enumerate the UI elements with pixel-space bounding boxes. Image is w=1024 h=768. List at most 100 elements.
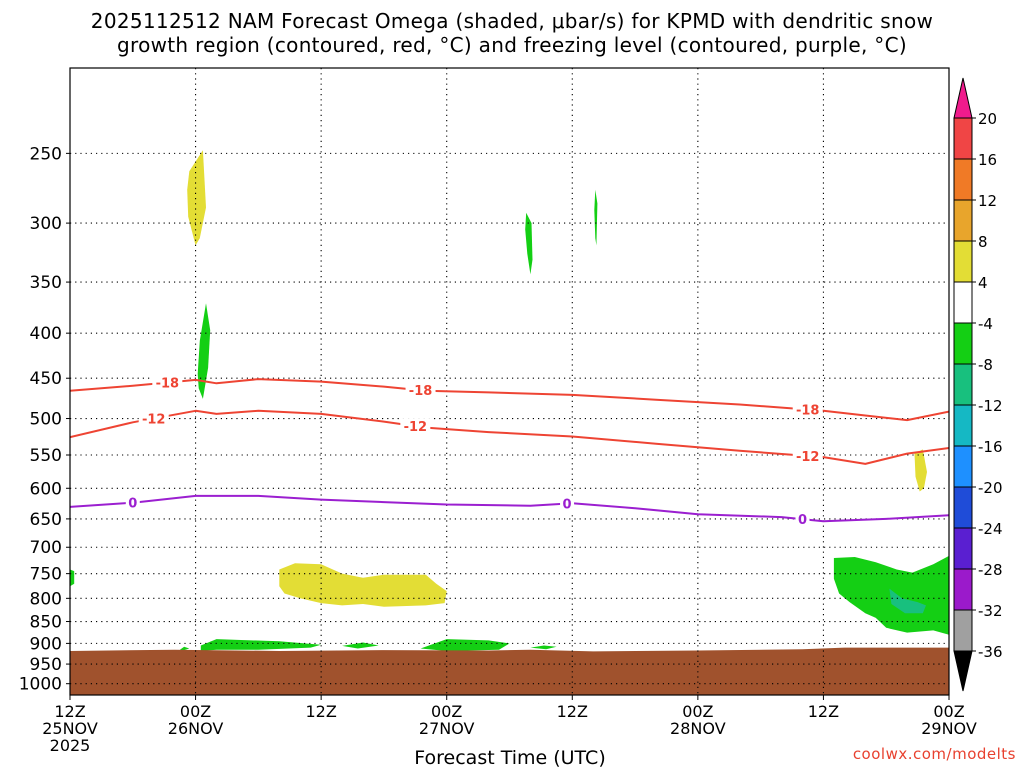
omega-region-0 xyxy=(187,150,206,246)
x-tick-label-36-0: 00Z xyxy=(431,702,462,721)
colorbar-bottom-arrow xyxy=(953,650,973,692)
colorbar-box-3 xyxy=(953,199,973,242)
contour-label-1-2: -12 xyxy=(796,450,820,465)
omega-shading xyxy=(70,150,949,651)
colorbar-box-6 xyxy=(953,322,973,365)
contour-line-minus12 xyxy=(70,409,949,465)
contour-label-1-0: -12 xyxy=(142,412,166,427)
contour-label-0-2: -18 xyxy=(796,404,820,419)
x-tick-label-0-0: 12Z xyxy=(54,702,85,721)
omega-region-8 xyxy=(200,639,322,651)
colorbar-box-9 xyxy=(953,445,973,488)
contour-label-bg xyxy=(792,401,823,418)
contour-label-0-0: -18 xyxy=(156,377,180,392)
y-tick-label-400: 400 xyxy=(30,324,62,344)
colorbar: 20 16 12 8 4 -4 -8 -12 -16 -20 -24 -28 -32 -36 xyxy=(953,77,1003,692)
temperature-contours: -18 -18 -18 -12 -12 -12 0 0 0 xyxy=(70,374,949,528)
contour-label-bg xyxy=(125,494,140,511)
y-tick-label-650: 650 xyxy=(30,510,62,530)
colorbar-box-2 xyxy=(953,158,973,201)
terrain-fill xyxy=(70,647,949,695)
y-axis-ticks: 2503003504004505005506006507007508008509… xyxy=(19,144,70,695)
y-tick-label-1000: 1000 xyxy=(19,675,62,695)
colorbar-label-9: -20 xyxy=(978,479,1003,497)
omega-region-2 xyxy=(525,212,533,275)
colorbar-label-0: 20 xyxy=(978,110,997,128)
y-tick-label-750: 750 xyxy=(30,565,62,585)
contour-label-bg xyxy=(138,410,169,427)
omega-region-1 xyxy=(197,303,211,399)
colorbar-box-8 xyxy=(953,404,973,447)
colorbar-box-7 xyxy=(953,363,973,406)
contour-label-2-2: 0 xyxy=(798,513,807,528)
colorbar-box-10 xyxy=(953,486,973,529)
colorbar-label-11: -28 xyxy=(978,561,1003,579)
contour-line-minus18 xyxy=(70,378,949,422)
source-credit: coolwx.com/modelts xyxy=(852,745,1016,763)
x-tick-label-84-0: 00Z xyxy=(933,702,964,721)
colorbar-label-5: -4 xyxy=(978,315,993,333)
colorbar-label-4: 4 xyxy=(978,274,988,292)
omega-region-4 xyxy=(279,563,447,607)
contour-label-1-1: -12 xyxy=(404,420,428,435)
colorbar-box-5 xyxy=(953,281,973,324)
plot-area xyxy=(70,68,949,695)
omega-region-5 xyxy=(914,449,927,492)
colorbar-label-2: 12 xyxy=(978,192,997,210)
x-tick-label-60-1: 28NOV xyxy=(670,719,726,738)
y-tick-label-850: 850 xyxy=(30,613,62,633)
y-tick-label-350: 350 xyxy=(30,273,62,293)
colorbar-label-13: -36 xyxy=(978,643,1003,661)
x-tick-label-60-0: 00Z xyxy=(682,702,713,721)
y-tick-label-950: 950 xyxy=(30,655,62,675)
x-axis-label: Forecast Time (UTC) xyxy=(414,747,605,768)
contour-label-0-1: -18 xyxy=(409,384,433,399)
contour-label-2-0: 0 xyxy=(128,497,137,512)
y-tick-label-800: 800 xyxy=(30,589,62,609)
colorbar-label-12: -32 xyxy=(978,602,1003,620)
contour-label-bg xyxy=(152,374,183,391)
chart-title-line-1: 2025112512 NAM Forecast Omega (shaded, μ… xyxy=(90,9,934,33)
colorbar-label-7: -12 xyxy=(978,397,1003,415)
y-tick-label-500: 500 xyxy=(30,410,62,430)
contour-label-bg xyxy=(405,382,436,399)
contour-label-bg xyxy=(792,447,823,464)
colorbar-box-11 xyxy=(953,527,973,570)
x-tick-label-72-0: 12Z xyxy=(808,702,839,721)
omega-region-13 xyxy=(70,569,75,587)
y-tick-label-700: 700 xyxy=(30,538,62,558)
y-tick-label-250: 250 xyxy=(30,144,62,164)
omega-region-9 xyxy=(420,639,510,651)
colorbar-label-10: -24 xyxy=(978,520,1003,538)
omega-region-7 xyxy=(889,588,926,614)
x-tick-label-36-1: 27NOV xyxy=(419,719,475,738)
omega-region-12 xyxy=(530,645,557,650)
colorbar-box-12 xyxy=(953,568,973,611)
x-tick-label-24-0: 12Z xyxy=(305,702,336,721)
plot-frame xyxy=(69,67,950,696)
omega-region-11 xyxy=(179,646,190,651)
colorbar-top-arrow xyxy=(953,77,973,119)
colorbar-label-6: -8 xyxy=(978,356,993,374)
chart-title-line-2: growth region (contoured, red, °C) and f… xyxy=(117,33,907,57)
omega-region-10 xyxy=(342,642,379,649)
y-tick-label-900: 900 xyxy=(30,634,62,654)
contour-label-2-1: 0 xyxy=(563,498,572,513)
colorbar-label-8: -16 xyxy=(978,438,1003,456)
colorbar-label-3: 8 xyxy=(978,233,988,251)
x-tick-label-0-2: 2025 xyxy=(50,736,91,755)
grid-lines xyxy=(70,68,949,695)
contour-label-bg xyxy=(400,418,431,435)
terrain-layer xyxy=(70,647,949,695)
colorbar-box-4 xyxy=(953,240,973,283)
x-tick-label-0-1: 25NOV xyxy=(42,719,98,738)
y-tick-label-550: 550 xyxy=(30,446,62,466)
contour-label-bg xyxy=(795,511,810,528)
x-tick-label-84-1: 29NOV xyxy=(921,719,977,738)
y-tick-label-450: 450 xyxy=(30,369,62,389)
x-tick-label-48-0: 12Z xyxy=(557,702,588,721)
contour-label-bg xyxy=(560,495,575,512)
colorbar-box-13 xyxy=(953,609,973,652)
